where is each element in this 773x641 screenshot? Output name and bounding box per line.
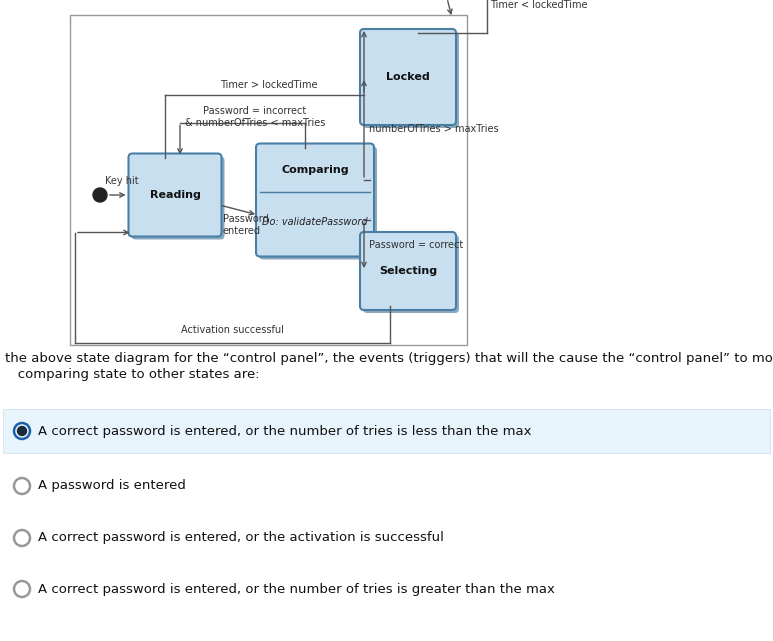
Bar: [70, 15, 467, 345]
Text: Reading: Reading: [149, 190, 200, 200]
FancyBboxPatch shape: [259, 147, 377, 260]
Text: comparing state to other states are:: comparing state to other states are:: [5, 368, 260, 381]
FancyBboxPatch shape: [363, 235, 459, 313]
Text: Timer > lockedTime: Timer > lockedTime: [220, 81, 318, 90]
Text: Key hit: Key hit: [105, 176, 138, 186]
Circle shape: [93, 188, 107, 202]
Text: Comparing: Comparing: [281, 165, 349, 174]
Text: A correct password is entered, or the number of tries is greater than the max: A correct password is entered, or the nu…: [38, 583, 555, 595]
FancyBboxPatch shape: [256, 144, 374, 256]
Text: Password = incorrect
& numberOfTries < maxTries: Password = incorrect & numberOfTries < m…: [185, 106, 325, 128]
Text: Password
entered: Password entered: [223, 214, 268, 236]
Text: Timer < lockedTime: Timer < lockedTime: [490, 1, 587, 10]
Text: the above state diagram for the “control panel”, the events (triggers) that will: the above state diagram for the “control…: [5, 352, 773, 365]
Text: Locked: Locked: [386, 72, 430, 82]
Text: Activation successful: Activation successful: [181, 325, 284, 335]
FancyBboxPatch shape: [360, 232, 456, 310]
FancyBboxPatch shape: [128, 153, 222, 237]
FancyBboxPatch shape: [363, 32, 459, 128]
FancyBboxPatch shape: [131, 156, 224, 240]
Text: Password = correct: Password = correct: [369, 240, 463, 251]
Text: A correct password is entered, or the activation is successful: A correct password is entered, or the ac…: [38, 531, 444, 544]
Text: numberOfTries > maxTries: numberOfTries > maxTries: [369, 124, 499, 133]
FancyBboxPatch shape: [360, 29, 456, 125]
Circle shape: [18, 426, 26, 435]
Text: A password is entered: A password is entered: [38, 479, 186, 492]
Bar: [3, 409, 770, 453]
Text: Selecting: Selecting: [379, 266, 437, 276]
Text: A correct password is entered, or the number of tries is less than the max: A correct password is entered, or the nu…: [38, 424, 532, 438]
Text: Do: validatePassword: Do: validatePassword: [262, 217, 368, 227]
